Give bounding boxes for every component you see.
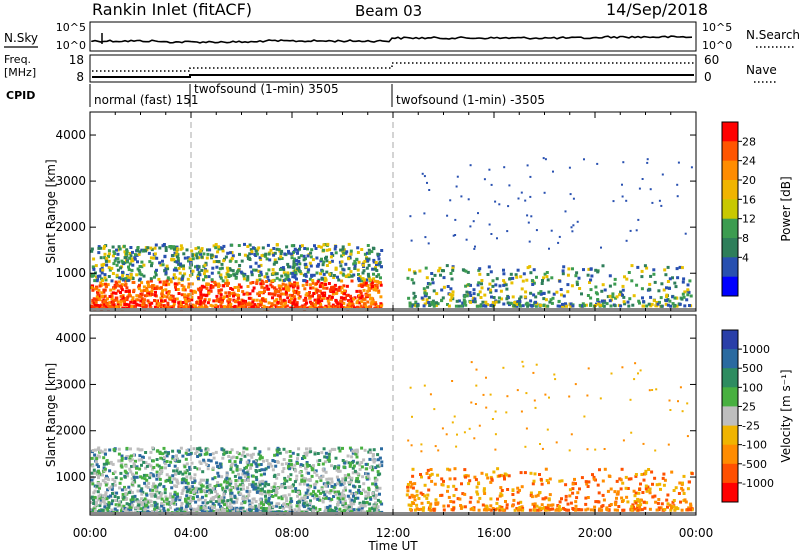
noise-right-tick-bottom: 10^0 (702, 39, 732, 52)
time-tick-label: 00:00 (73, 526, 108, 540)
colorbar-swatch (722, 444, 738, 465)
time-tick-label: 12:00 (376, 526, 411, 540)
colorbar-swatch (722, 141, 738, 162)
colorbar-tick-label: -1000 (742, 477, 774, 490)
y-tick-label: 3000 (55, 377, 86, 391)
velocity-panel: 1000 2000 3000 4000 Slant Range [km] (44, 314, 697, 516)
y-axis-label: Slant Range [km] (44, 159, 58, 263)
cpid-segment-2: twofsound (1-min) 3505 (194, 82, 339, 96)
y-tick-label: 2000 (55, 424, 86, 438)
colorbar-swatch (722, 257, 738, 278)
colorbar-tick-label: 16 (742, 193, 756, 206)
colorbar-swatch (722, 482, 738, 503)
freq-label-1: Freq. (4, 53, 31, 66)
freq-panel: Freq. [MHz] 18 8 60 0 Nave (4, 53, 778, 84)
colorbar-swatch (722, 218, 738, 239)
colorbar-swatch (722, 406, 738, 426)
time-axis-label: Time UT (367, 539, 418, 553)
power-data-cells (90, 157, 693, 311)
colorbar-swatch (722, 122, 738, 142)
cpid-segment-1: normal (fast) 151 (94, 93, 198, 107)
y-tick-label: 3000 (55, 174, 86, 188)
colorbar-swatch (722, 276, 738, 297)
noise-right-label: N.Search (746, 28, 800, 42)
colorbar-tick-label: -25 (742, 420, 760, 433)
colorbar-swatch (722, 180, 738, 200)
noise-left-tick-top: 10^5 (56, 21, 86, 34)
noise-panel: N.Sky 10^5 10^0 10^5 10^0 N.Search (4, 21, 800, 52)
time-tick-label: 04:00 (174, 526, 209, 540)
colorbar-swatch (722, 160, 738, 181)
colorbar-swatch (722, 349, 738, 369)
time-tick-label: 16:00 (477, 526, 512, 540)
nave-tick-top: 60 (704, 53, 719, 67)
noise-left-label: N.Sky (4, 31, 38, 45)
colorbar-tick-label: 28 (742, 135, 756, 148)
date-label: 14/Sep/2018 (606, 0, 708, 19)
colorbar-swatch (722, 387, 738, 407)
velocity-frame: 1000 2000 3000 4000 Slant Range [km] (44, 314, 697, 516)
beam-label: Beam 03 (355, 2, 422, 20)
velocity-data-cells (90, 360, 694, 515)
cpid-label: CPID (6, 89, 35, 102)
colorbar-tick-label: 20 (742, 174, 756, 187)
colorbar-swatch (722, 238, 738, 258)
colorbar-swatch (722, 330, 738, 350)
nave-label: Nave (746, 63, 777, 77)
y-tick-label: 2000 (55, 220, 86, 234)
colorbar-swatch (722, 199, 738, 220)
y-tick-label: 1000 (55, 266, 86, 280)
time-tick-label: 00:00 (679, 526, 714, 540)
station-title: Rankin Inlet (fitACF) (92, 0, 252, 19)
colorbar-tick-label: 25 (742, 400, 756, 413)
freq-label-2: [MHz] (4, 66, 36, 79)
cpid-segment-3: twofsound (1-min) -3505 (396, 93, 545, 107)
colorbar-tick-label: -100 (742, 439, 767, 452)
y-tick-label: 4000 (55, 128, 86, 142)
colorbar-tick-label: 4 (742, 251, 749, 264)
colorbar-swatch (722, 368, 738, 388)
colorbar-tick-label: 12 (742, 213, 756, 226)
cpid-row: CPID normal (fast) 151 twofsound (1-min)… (6, 82, 545, 107)
colorbar-tick-label: -500 (742, 458, 767, 471)
y-axis-label: Slant Range [km] (44, 363, 58, 467)
colorbar-tick-label: 1000 (742, 343, 770, 356)
colorbar-tick-label: 500 (742, 362, 763, 375)
y-tick-label: 1000 (55, 470, 86, 484)
noise-sky-trace (91, 35, 693, 44)
power-colorbar: 28 24 20 16 12 8 4 Power [dB] (721, 121, 793, 297)
colorbar-swatch (722, 425, 738, 446)
noise-right-tick-top: 10^5 (702, 21, 732, 34)
freq-trace (92, 74, 694, 78)
nave-tick-bottom: 0 (704, 70, 712, 84)
velocity-colorbar: 1000 500 100 25 -25 -100 -500 -1000 Velocity [m … (721, 329, 793, 503)
colorbar-tick-label: 100 (742, 381, 763, 394)
freq-tick-top: 18 (69, 53, 84, 67)
time-tick-label: 20:00 (578, 526, 613, 540)
noise-left-tick-bottom: 10^0 (56, 39, 86, 52)
freq-tick-bottom: 8 (76, 70, 84, 84)
y-tick-label: 4000 (55, 331, 86, 345)
nave-trace (92, 62, 694, 72)
colorbar-label: Power [dB] (779, 176, 793, 241)
time-tick-label: 08:00 (275, 526, 310, 540)
colorbar-swatch (722, 463, 738, 484)
colorbar-label: Velocity [m s⁻¹] (779, 369, 793, 462)
power-panel: 1000 2000 3000 4000 Slant Range [km] (44, 111, 697, 312)
noise-panel-frame (89, 21, 697, 52)
time-axis-ticks: 00:00 04:00 08:00 12:00 16:00 20:00 00:00 (73, 526, 714, 540)
colorbar-tick-label: 24 (742, 155, 756, 168)
freq-panel-frame (89, 54, 697, 83)
power-frame: 1000 2000 3000 4000 Slant Range [km] (44, 111, 697, 312)
colorbar-tick-label: 8 (742, 232, 749, 245)
